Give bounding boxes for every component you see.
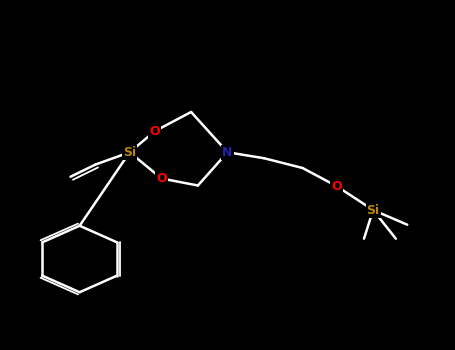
Text: O: O	[149, 125, 160, 138]
Text: O: O	[156, 172, 167, 185]
Text: N: N	[222, 146, 233, 159]
Text: Si: Si	[123, 146, 136, 159]
Text: O: O	[331, 180, 342, 193]
Text: Si: Si	[367, 203, 379, 217]
